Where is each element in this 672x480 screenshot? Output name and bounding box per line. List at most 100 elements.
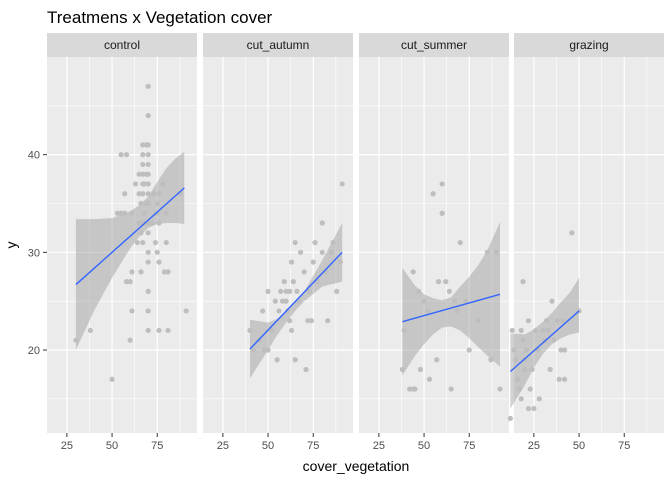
data-point: [149, 220, 155, 226]
data-point: [136, 220, 142, 226]
data-point: [334, 288, 340, 294]
regression-line: [75, 187, 185, 286]
data-point: [122, 210, 128, 216]
data-point: [132, 181, 139, 187]
data-point: [435, 279, 442, 285]
data-point: [525, 318, 532, 324]
data-point: [524, 347, 530, 353]
data-point: [274, 357, 280, 363]
data-point: [145, 249, 151, 255]
data-point: [516, 386, 523, 392]
data-point: [165, 327, 171, 334]
data-point: [297, 249, 304, 255]
data-point: [569, 230, 575, 236]
data-point: [493, 249, 499, 255]
data-point: [278, 288, 284, 294]
data-point: [484, 249, 490, 255]
facet-strip-label: cut_summer: [401, 38, 467, 52]
data-point: [305, 318, 311, 324]
data-point: [525, 405, 532, 412]
data-point: [145, 171, 151, 177]
data-point: [554, 318, 560, 324]
data-point: [145, 288, 151, 294]
data-point: [118, 152, 124, 158]
data-point: [325, 318, 331, 324]
data-point: [136, 171, 142, 177]
data-point: [154, 210, 160, 216]
data-point: [145, 230, 151, 236]
panel-background: [514, 57, 664, 433]
data-point: [551, 337, 557, 343]
data-point: [156, 191, 162, 197]
data-point: [129, 269, 135, 275]
data-point: [114, 210, 121, 216]
data-point: [251, 347, 257, 353]
x-tick-label: 25: [373, 440, 385, 452]
data-point: [136, 191, 142, 197]
data-point: [141, 210, 148, 216]
regression-line: [402, 293, 501, 323]
data-point: [401, 327, 407, 334]
data-point: [446, 288, 452, 294]
data-point: [337, 259, 343, 265]
facet-panel-cut-autumn: cut_autumn 25 50 75: [203, 33, 353, 452]
data-point: [536, 396, 542, 402]
y-tick-label: 40: [28, 150, 40, 162]
y-tick-label: 30: [28, 247, 40, 259]
x-tick-label: 50: [262, 440, 274, 452]
data-point: [307, 288, 313, 294]
data-point: [466, 347, 472, 353]
facet-strip-label: cut_autumn: [247, 38, 310, 52]
facet-panel-control: control 25 50 75: [47, 33, 197, 452]
data-point: [145, 142, 151, 148]
facet-panel-grazing: grazing 25 50 75: [507, 33, 664, 452]
data-point: [529, 366, 535, 373]
data-point: [562, 347, 568, 353]
data-point: [247, 327, 253, 334]
x-tick-label: 75: [151, 440, 163, 452]
y-tick-label: 20: [28, 345, 40, 357]
data-point: [140, 239, 146, 246]
data-point: [556, 376, 562, 382]
data-point: [281, 279, 287, 285]
data-point: [73, 337, 79, 343]
data-point: [145, 200, 151, 207]
data-point: [425, 308, 431, 314]
data-point: [145, 327, 151, 334]
data-point: [261, 347, 268, 353]
data-point: [163, 210, 169, 216]
data-point: [303, 366, 309, 373]
data-point: [518, 396, 524, 402]
x-tick-label: 75: [307, 440, 319, 452]
x-tick-label: 50: [573, 440, 585, 452]
x-tick-label: 75: [463, 440, 475, 452]
data-point: [145, 83, 151, 89]
data-point: [443, 279, 449, 285]
facet-strip: [359, 33, 509, 57]
data-point: [527, 386, 533, 392]
data-point: [145, 152, 151, 158]
data-point: [421, 298, 427, 304]
data-point: [448, 386, 454, 392]
data-point: [518, 327, 524, 334]
data-point: [288, 327, 295, 334]
data-point: [560, 318, 566, 324]
data-point: [292, 239, 298, 246]
facet-strip: [203, 33, 353, 57]
data-point: [127, 337, 133, 343]
x-tick-label: 75: [618, 440, 630, 452]
y-axis-title: y: [3, 242, 19, 249]
panel-background: [359, 57, 509, 433]
data-point: [141, 181, 148, 187]
data-point: [127, 279, 133, 285]
data-point: [287, 288, 293, 294]
x-tick-label: 50: [106, 440, 118, 452]
data-point: [426, 376, 433, 382]
data-point: [319, 249, 325, 255]
data-point: [533, 327, 539, 334]
facet-strip-label: control: [104, 38, 140, 52]
data-point: [145, 259, 151, 265]
data-point: [549, 298, 555, 304]
data-point: [312, 239, 318, 246]
